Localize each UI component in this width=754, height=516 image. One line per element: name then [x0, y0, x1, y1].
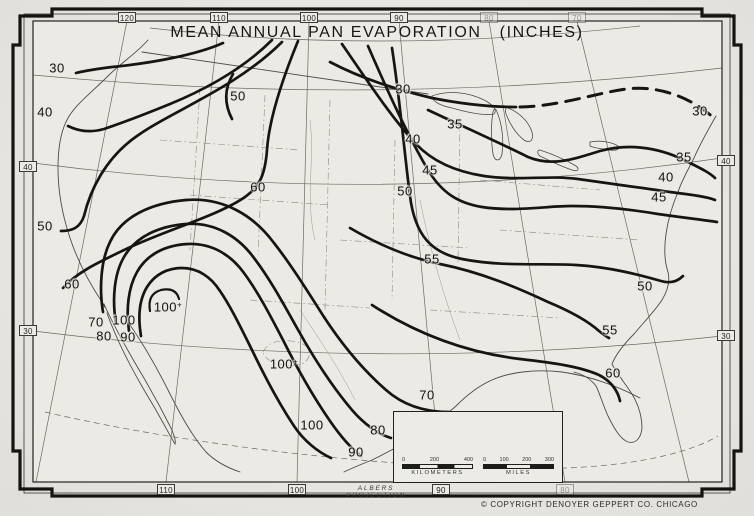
isoline-50-west [59, 40, 284, 233]
great-lakes-outlines [431, 92, 619, 172]
isoline-30-north-solid [328, 60, 518, 109]
graticule-label-top: 80 [480, 12, 498, 23]
contour-label-50: 50 [637, 278, 653, 294]
kilometers-scale-ticks: 0 200 400 [402, 457, 473, 463]
isoline-30-north-dashed [518, 86, 717, 121]
isoline-45 [366, 44, 719, 224]
contour-label-80: 80 [96, 328, 112, 344]
contour-label-30: 30 [49, 60, 65, 76]
contour-label-45: 45 [422, 162, 438, 178]
copyright-notice: © COPYRIGHT DENOYER GEPPERT CO. CHICAGO [481, 500, 698, 509]
isoline-40-east [340, 42, 717, 202]
graticule-label-top: 110 [210, 12, 228, 23]
contour-label-60: 60 [64, 276, 80, 292]
graticule-label-bottom: 100 [288, 484, 306, 495]
contour-label-60: 60 [605, 365, 621, 381]
isoline-70-southwest [99, 198, 451, 414]
scale-tick: 300 [544, 456, 554, 463]
contour-label-90: 90 [348, 444, 364, 460]
scale-tick: 0 [483, 456, 487, 463]
river-lines [299, 119, 461, 401]
contour-label-90: 90 [120, 329, 136, 345]
kilometers-scale: 0 200 400 KILOMETERS [402, 457, 473, 476]
graticule-label-top: 90 [390, 12, 408, 23]
contour-label-35: 35 [447, 116, 463, 132]
scale-tick: 200 [522, 456, 532, 463]
graticule-label-top: 70 [568, 12, 586, 23]
map-title: MEAN ANNUAL PAN EVAPORATION (INCHES) [170, 24, 584, 41]
miles-scale-unit: MILES [506, 470, 531, 476]
contour-label-55: 55 [424, 251, 440, 267]
isoline-80-southwest [112, 222, 393, 440]
graticule-label-top: 120 [118, 12, 136, 23]
isoline-contours [59, 38, 719, 460]
contour-label-40: 40 [658, 169, 674, 185]
isoline-50-mid [390, 46, 685, 284]
miles-scale-bar [483, 463, 554, 469]
graticule-label-left: 40 [19, 161, 37, 172]
contour-label-40: 40 [405, 131, 421, 147]
isoline-30-northwest [74, 41, 225, 75]
isoline-90-southwest [126, 242, 363, 458]
contour-label-80: 80 [370, 422, 386, 438]
contour-label-70: 70 [419, 387, 435, 403]
scale-tick: 400 [463, 456, 473, 463]
contour-label-60: 60 [250, 179, 266, 195]
kilometers-scale-bar [402, 463, 473, 469]
isoline-60-southeast [370, 303, 622, 403]
isoline-50-idaho [224, 72, 235, 121]
contour-label-100+: 100+ [153, 299, 183, 315]
ornamental-frame [11, 7, 743, 498]
graticule-label-bottom: 90 [432, 484, 450, 495]
isoline-35 [426, 108, 717, 180]
isoline-100-southwest [138, 266, 333, 460]
contour-label-35: 35 [676, 149, 692, 165]
graticule-label-left: 30 [19, 325, 37, 336]
graticule-label-top: 100 [300, 12, 318, 23]
isoline-60-west [61, 39, 300, 290]
contour-label-55: 55 [602, 322, 618, 338]
contour-label-45: 45 [651, 189, 667, 205]
isoline-55 [348, 226, 611, 340]
miles-scale: 0 100 200 300 MILES [483, 457, 554, 476]
contour-label-70: 70 [88, 314, 104, 330]
isoline-40-west [66, 38, 274, 133]
scale-tick: 0 [402, 456, 406, 463]
contour-label-100: 100 [112, 312, 136, 328]
contour-label-50: 50 [397, 183, 413, 199]
contour-label-30: 30 [692, 103, 708, 119]
contour-label-30: 30 [395, 81, 411, 97]
neatline-borders [23, 13, 731, 494]
contour-label-100+: 100+ [269, 356, 299, 372]
miles-scale-ticks: 0 100 200 300 [483, 457, 554, 463]
kilometers-scale-unit: KILOMETERS [411, 470, 464, 476]
scale-tick: 200 [429, 456, 440, 463]
contour-label-100: 100 [300, 417, 324, 433]
contour-label-50: 50 [37, 218, 53, 234]
graticule-label-right: 30 [717, 330, 735, 341]
map-paper [33, 21, 722, 482]
scale-bars: 0 200 400 KILOMETERS 0 100 200 300 MILES [402, 457, 554, 476]
graticule-label-bottom: 110 [157, 484, 175, 495]
graticule-label-bottom: 80 [556, 484, 574, 495]
isoline-100plus-yuma [148, 288, 181, 313]
contour-label-40: 40 [37, 104, 53, 120]
projection-label: ALBERS PROJECTION [346, 485, 406, 499]
scale-tick: 100 [499, 456, 509, 463]
contour-label-50: 50 [230, 88, 246, 104]
graticule-label-right: 40 [717, 155, 735, 166]
scale-box: 0 200 400 KILOMETERS 0 100 200 300 MILES [393, 411, 563, 483]
